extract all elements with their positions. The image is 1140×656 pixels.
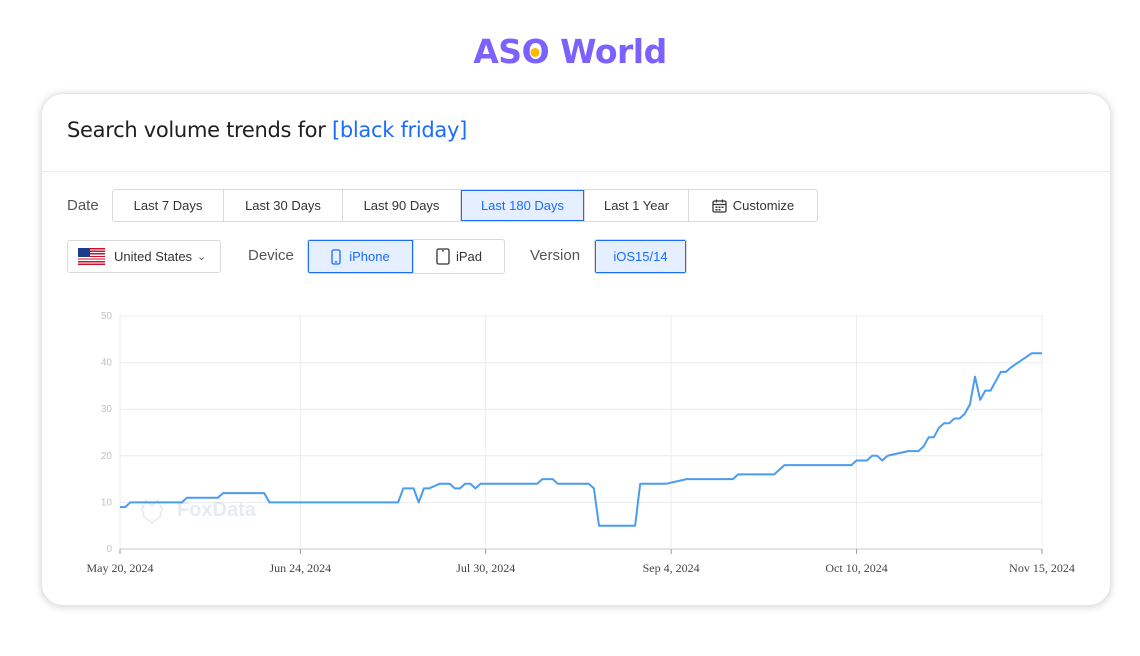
search-volume-chart: FoxData 0 10 20 30 40 50 May 20, 2024 Jun 24, 2… <box>87 311 1075 575</box>
brand-text-world: World <box>549 32 667 71</box>
date-option-1-year[interactable]: Last 1 Year <box>585 190 689 221</box>
device-selector: iPhone iPad <box>307 239 505 274</box>
device-option-iphone[interactable]: iPhone <box>308 240 414 273</box>
x-tick-label: Jun 24, 2024 <box>269 561 331 575</box>
date-label: Date <box>67 197 99 214</box>
date-range-selector: Last 7 Days Last 30 Days Last 90 Days La… <box>112 189 818 222</box>
y-tick-label: 40 <box>101 358 113 369</box>
chart-grid <box>119 315 1043 550</box>
us-flag-icon <box>78 248 105 265</box>
device-label: Device <box>248 247 294 264</box>
country-value: United States <box>114 249 193 264</box>
y-tick-label: 0 <box>106 544 112 555</box>
version-option[interactable]: iOS15/14 <box>595 240 686 273</box>
search-volume-card: Search volume trends for [black friday] … <box>41 93 1111 606</box>
keyword: [black friday] <box>331 118 468 142</box>
calendar-icon <box>712 199 727 213</box>
version-selector: iOS15/14 <box>594 239 687 274</box>
x-tick-label: May 20, 2024 <box>87 561 154 575</box>
version-label: Version <box>530 247 581 264</box>
country-select[interactable]: United States ⌄ <box>67 240 221 273</box>
date-option-180-days[interactable]: Last 180 Days <box>461 190 585 221</box>
tablet-icon <box>436 248 450 265</box>
card-title: Search volume trends for [black friday] <box>67 118 467 142</box>
phone-icon <box>331 248 341 265</box>
fox-icon <box>141 498 163 524</box>
x-tick-label: Jul 30, 2024 <box>456 561 515 575</box>
watermark-text: FoxData <box>177 499 257 521</box>
brand-o-mark: O <box>522 32 550 71</box>
iphone-label: iPhone <box>349 249 390 264</box>
x-tick-label: Nov 15, 2024 <box>1009 561 1075 575</box>
brand-logo: ASO World <box>0 32 1140 71</box>
chart-series <box>120 352 1042 527</box>
device-option-ipad[interactable]: iPad <box>414 240 504 273</box>
y-tick-label: 10 <box>101 497 113 508</box>
series-line <box>120 352 1042 527</box>
chevron-down-icon: ⌄ <box>197 251 207 263</box>
ipad-label: iPad <box>455 249 483 264</box>
date-option-30-days[interactable]: Last 30 Days <box>224 190 343 221</box>
chart-axes: 0 10 20 30 40 50 May 20, 2024 Jun 24, 2024 Jul 3… <box>87 311 1075 575</box>
card-title-prefix: Search volume trends for <box>67 118 332 142</box>
y-tick-label: 50 <box>101 311 113 322</box>
x-tick-label: Oct 10, 2024 <box>825 561 887 575</box>
divider <box>42 171 1110 172</box>
customize-label: Customize <box>732 198 795 213</box>
brand-dot-icon <box>530 47 540 57</box>
y-tick-label: 30 <box>101 404 113 415</box>
y-tick-label: 20 <box>101 451 113 462</box>
date-option-7-days[interactable]: Last 7 Days <box>113 190 224 221</box>
brand-text-as: AS <box>473 32 522 71</box>
date-option-90-days[interactable]: Last 90 Days <box>343 190 461 221</box>
x-tick-label: Sep 4, 2024 <box>643 561 700 575</box>
date-option-customize[interactable]: Customize <box>689 190 817 221</box>
